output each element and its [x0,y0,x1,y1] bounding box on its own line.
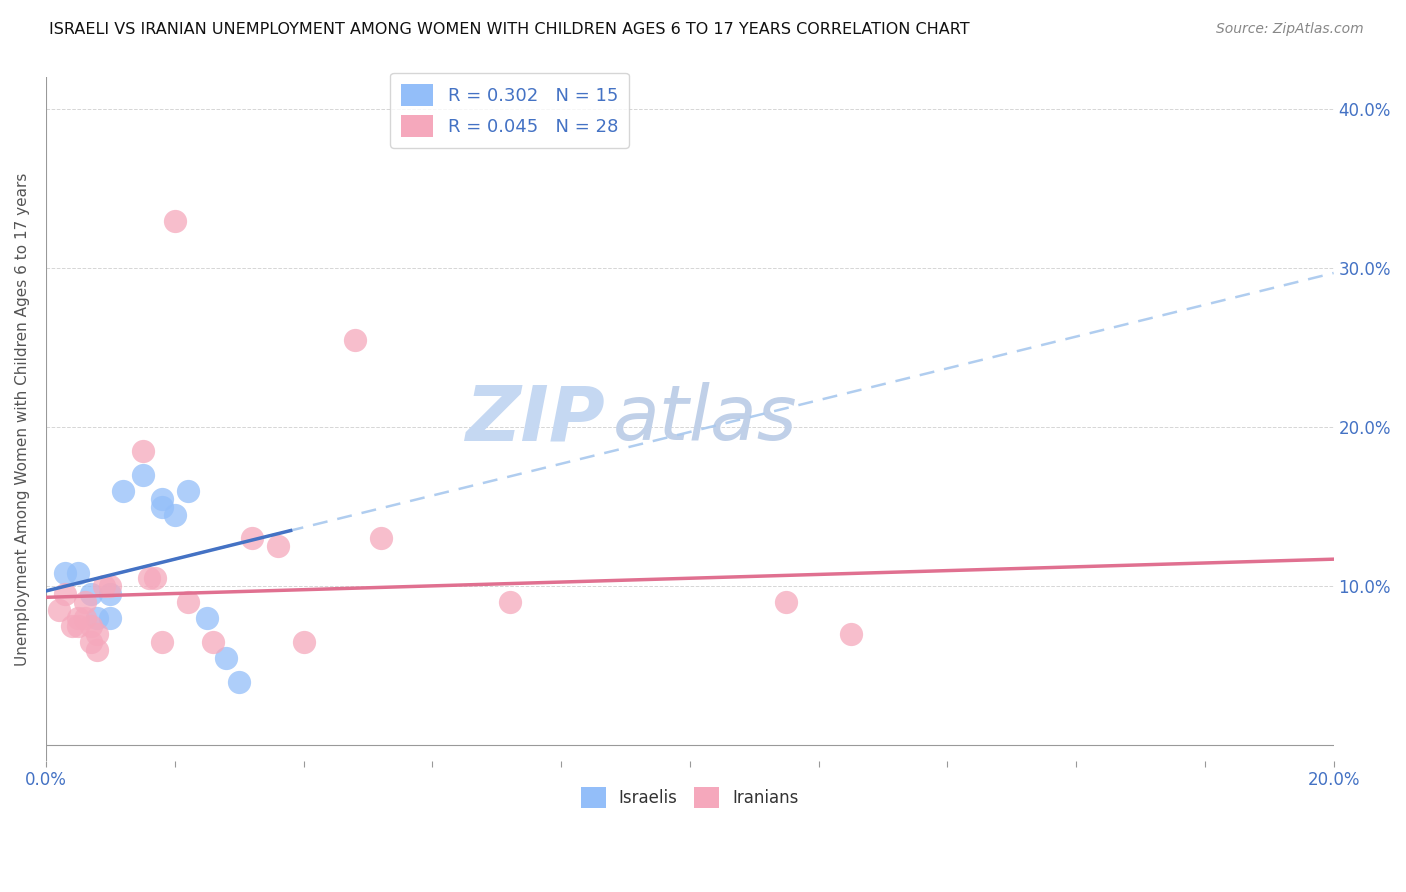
Point [67,619,90,633]
Point [228,674,250,689]
Point [240,532,263,546]
Point [163,508,186,522]
Text: Source: ZipAtlas.com: Source: ZipAtlas.com [1216,22,1364,37]
Point [93,579,115,593]
Point [112,483,135,498]
Point [150,500,173,514]
Point [775,595,797,609]
Point [80,619,103,633]
Point [67,611,90,625]
Point [292,635,315,649]
Point [145,571,167,585]
Point [98,587,121,601]
Point [98,611,121,625]
Point [215,650,238,665]
Point [150,635,173,649]
Point [839,627,862,641]
Point [131,444,153,458]
Y-axis label: Unemployment Among Women with Children Ages 6 to 17 years: Unemployment Among Women with Children A… [15,172,30,666]
Point [80,587,103,601]
Point [176,595,198,609]
Point [343,333,366,347]
Point [202,635,225,649]
Text: atlas: atlas [613,383,797,457]
Legend: Israelis, Iranians: Israelis, Iranians [574,780,806,814]
Point [67,566,90,581]
Text: ISRAELI VS IRANIAN UNEMPLOYMENT AMONG WOMEN WITH CHILDREN AGES 6 TO 17 YEARS COR: ISRAELI VS IRANIAN UNEMPLOYMENT AMONG WO… [49,22,970,37]
Point [60,619,83,633]
Point [370,532,392,546]
Point [195,611,218,625]
Point [53,587,76,601]
Text: ZIP: ZIP [467,383,606,457]
Point [267,540,290,554]
Point [73,595,96,609]
Point [48,603,70,617]
Point [176,483,198,498]
Point [498,595,520,609]
Point [73,611,96,625]
Point [163,213,186,227]
Point [86,642,108,657]
Point [138,571,160,585]
Point [131,467,153,482]
Point [80,635,103,649]
Point [53,566,76,581]
Point [86,627,108,641]
Point [86,611,108,625]
Point [98,579,121,593]
Point [150,491,173,506]
